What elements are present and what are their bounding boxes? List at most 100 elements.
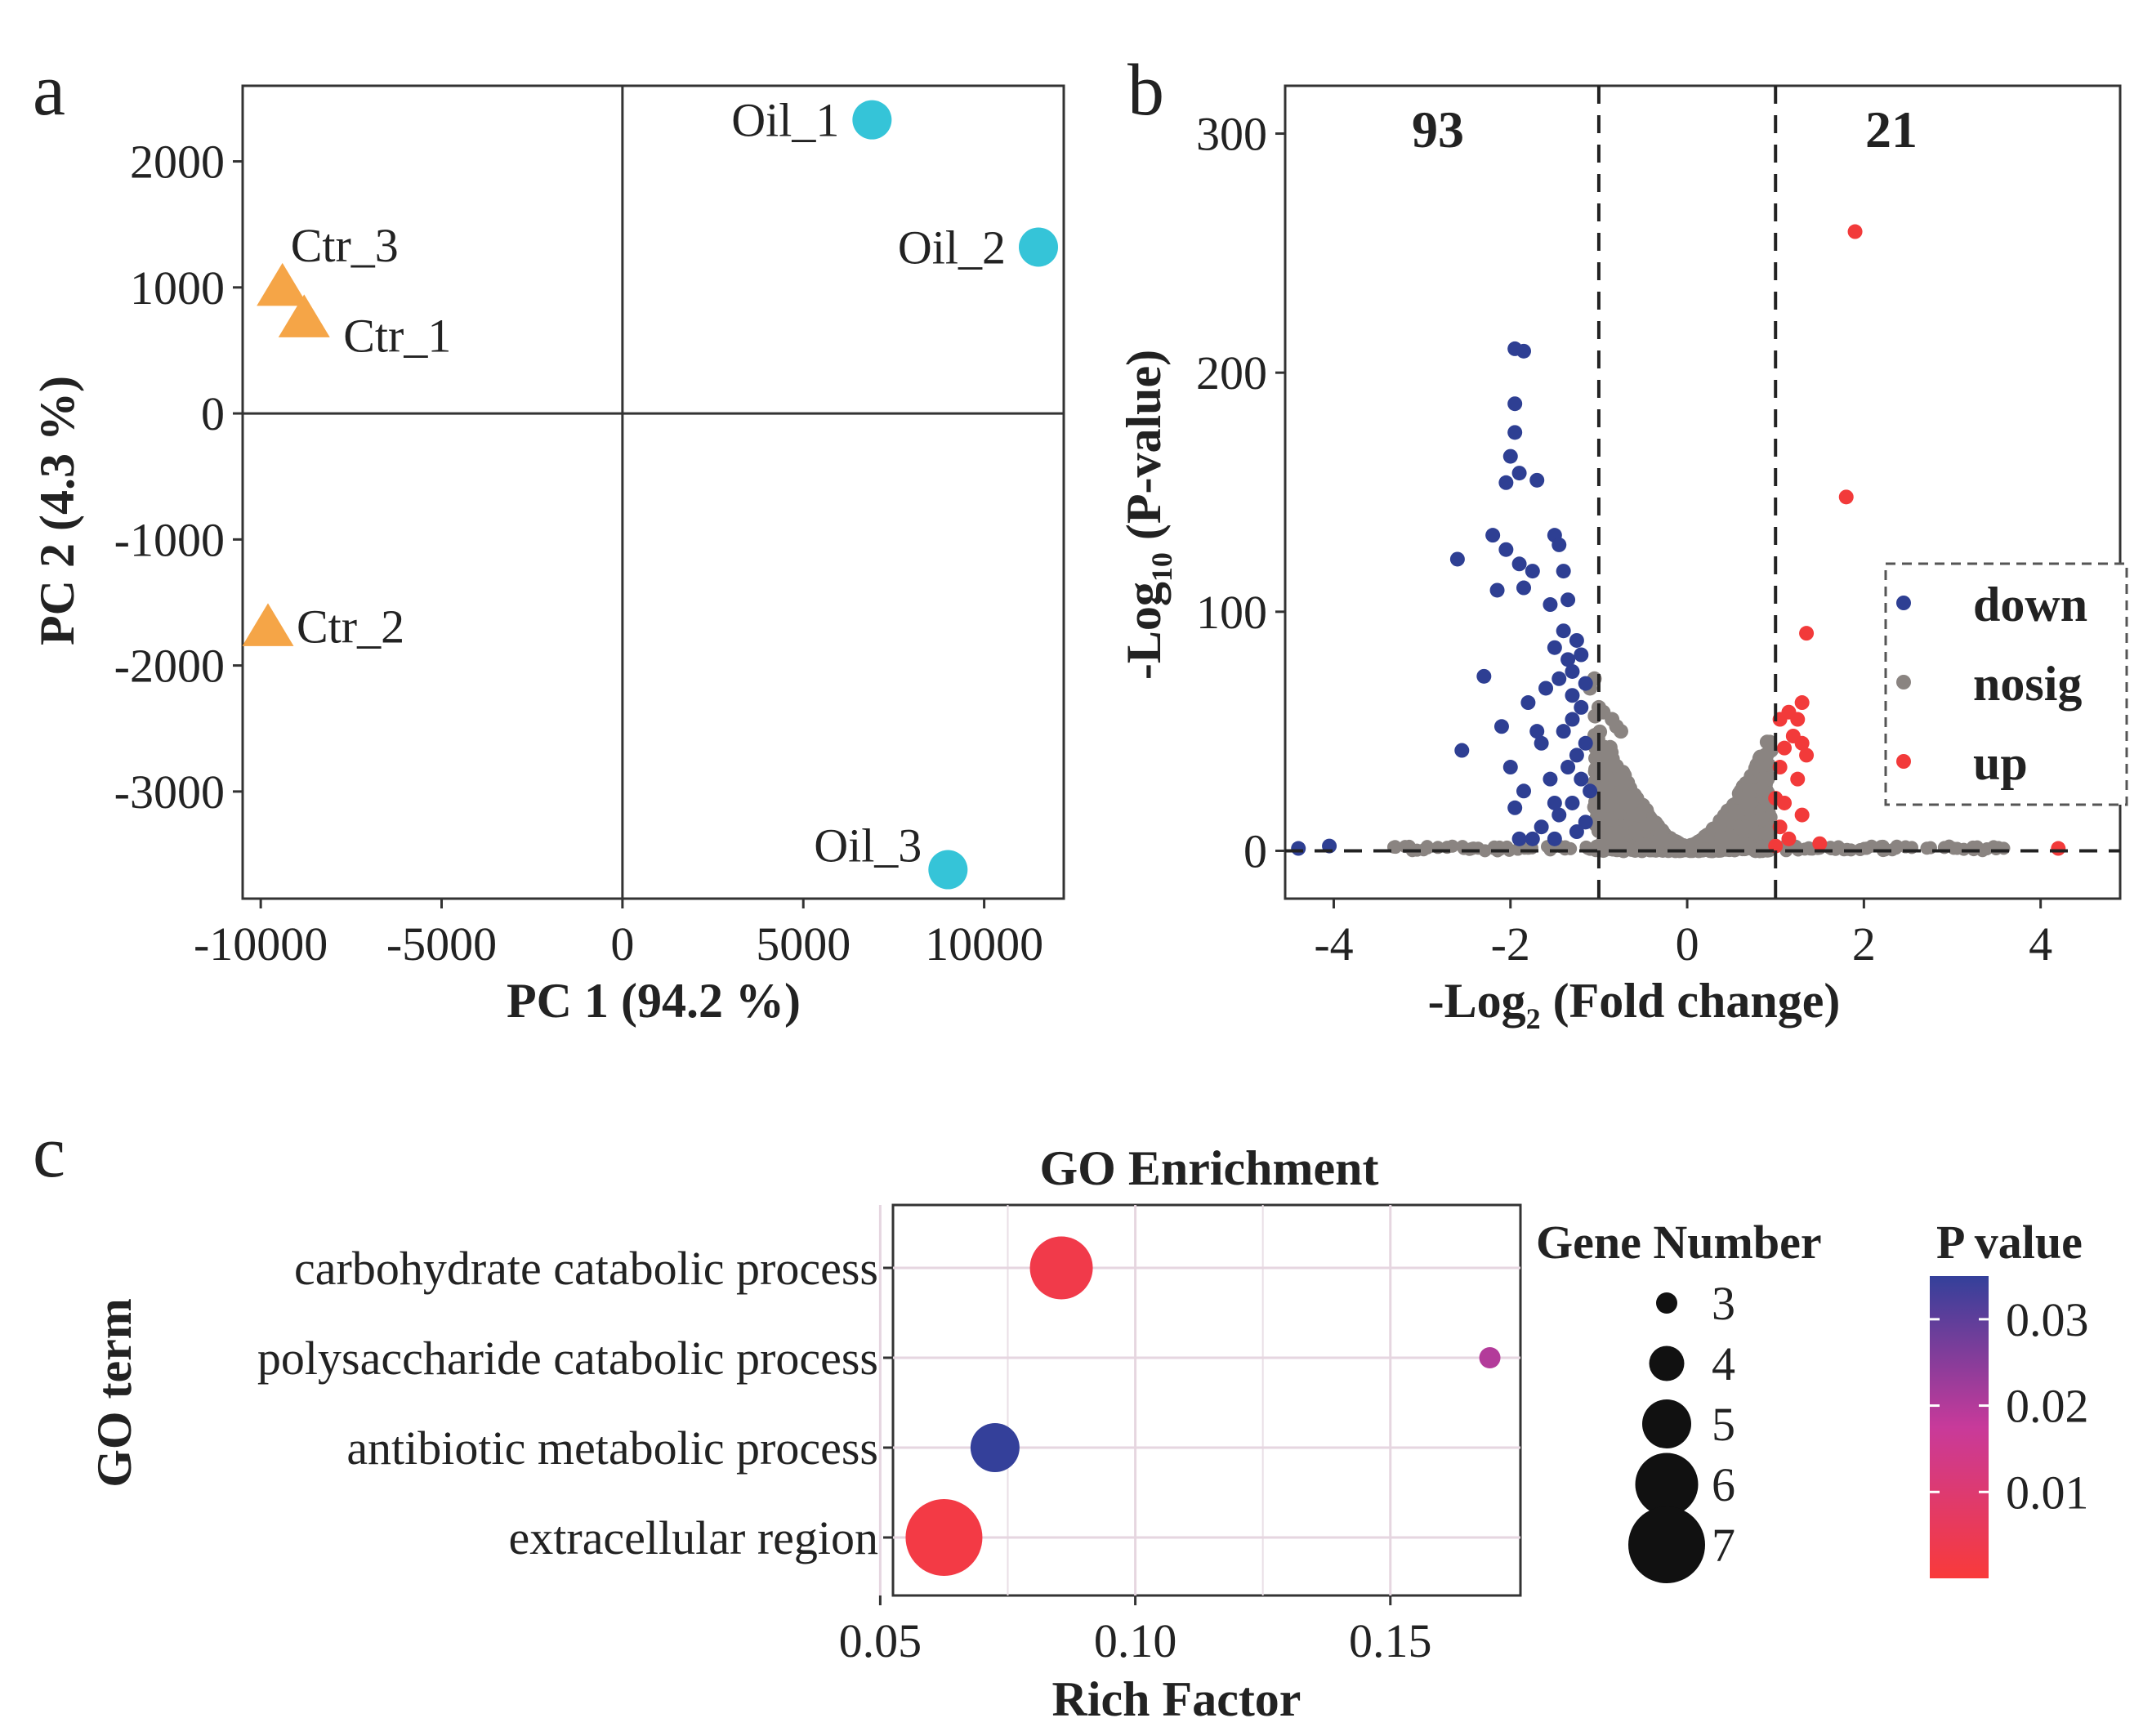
pca-point-label: Ctr_2: [297, 600, 404, 653]
volcano-down-point: [1291, 841, 1306, 856]
volcano-up-point: [1781, 831, 1797, 846]
volcano-nosig-point: [1748, 842, 1762, 856]
go-point: [905, 1499, 983, 1576]
volcano-nosig-point: [1596, 739, 1612, 755]
volcano-nosig-point: [1989, 842, 2003, 856]
volcano-down-point: [1534, 819, 1549, 835]
legend-down-label: down: [1973, 578, 2087, 631]
pca-x-tick-label: -5000: [386, 917, 497, 971]
volcano-down-point: [1454, 743, 1470, 758]
volcano-up-point: [1790, 712, 1806, 727]
p-value-colorbar: [1930, 1276, 1989, 1578]
pca-y-tick-label: 2000: [130, 136, 225, 189]
volcano-down-point: [1556, 564, 1571, 579]
legend-down-marker: [1896, 596, 1911, 610]
volcano-down-point: [1507, 425, 1523, 440]
volcano-down-point: [1507, 800, 1523, 815]
pca-y-tick-label: -3000: [114, 765, 225, 819]
volcano-nosig-point: [1947, 841, 1961, 855]
volcano-nosig-point: [1590, 804, 1605, 819]
volcano-down-point: [1476, 668, 1492, 684]
go-x-tick-label: 0.05: [839, 1614, 922, 1667]
gene-number-legend-dot: [1642, 1399, 1691, 1448]
volcano-nosig-point: [1802, 841, 1815, 855]
pca-point-label: Ctr_3: [291, 219, 399, 272]
p-value-legend-ticks: 0.03 0.02 0.01: [1930, 1293, 2089, 1519]
panel-letter-c: c: [33, 1112, 65, 1193]
go-point: [1479, 1347, 1501, 1368]
go-x-tick-label: 0.15: [1349, 1614, 1432, 1667]
volcano-down-points: [1291, 341, 1598, 856]
volcano-down-point: [1547, 831, 1562, 846]
pca-x-axis-title: PC 1 (94.2 %): [507, 974, 801, 1028]
volcano-nosig-point: [1759, 748, 1775, 763]
volcano-threshold-lines: [1285, 86, 2120, 899]
volcano-down-point: [1543, 771, 1558, 787]
pca-x-ticks: -10000 -5000 0 5000 10000: [194, 899, 1043, 971]
pca-x-tick-label: 0: [610, 917, 634, 971]
pca-y-ticks: -3000 -2000 -1000 0 1000 2000: [114, 136, 243, 819]
volcano-down-point: [1547, 795, 1562, 810]
volcano-down-point: [1574, 771, 1589, 787]
volcano-down-point: [1574, 699, 1589, 715]
volcano-up-count: 21: [1865, 100, 1918, 158]
volcano-up-point: [2051, 841, 2066, 856]
volcano-down-point: [1578, 735, 1593, 751]
volcano-nosig-point: [1388, 840, 1402, 854]
volcano-x-tick-label: -2: [1491, 917, 1530, 971]
go-x-axis-title: Rich Factor: [1052, 1672, 1301, 1726]
volcano-down-point: [1565, 712, 1580, 727]
pca-y-tick-label: -1000: [114, 513, 225, 566]
gene-number-legend-label: 4: [1712, 1337, 1735, 1390]
go-enrichment-chart: GO Enrichment carbohydrate catabolic pro…: [87, 1141, 2089, 1726]
volcano-up-point: [1785, 729, 1801, 743]
volcano-down-point: [1534, 735, 1549, 751]
go-term-label: extracellular region: [509, 1511, 878, 1564]
gene-number-legend: 3 4 5 6 7: [1628, 1277, 1735, 1583]
volcano-x-tick-label: 4: [2029, 917, 2052, 971]
volcano-up-point: [1799, 626, 1815, 641]
volcano-down-point: [1502, 449, 1518, 464]
volcano-down-point: [1543, 597, 1558, 613]
volcano-down-point: [1578, 676, 1593, 691]
volcano-down-point: [1511, 556, 1527, 572]
volcano-y-tick-label: 0: [1243, 824, 1267, 877]
volcano-nosig-point: [1605, 712, 1620, 727]
volcano-down-point: [1498, 475, 1514, 490]
volcano-down-point: [1449, 551, 1465, 567]
volcano-nosig-point: [1761, 825, 1776, 841]
volcano-down-point: [1485, 528, 1501, 543]
pca-points: Ctr_3 Ctr_1 Ctr_2 Oil_1 Oil_2 Oil_3: [242, 94, 1059, 890]
gene-number-legend-dot: [1635, 1453, 1699, 1516]
volcano-down-point: [1583, 783, 1598, 799]
volcano-down-point: [1569, 632, 1584, 648]
volcano-x-tick-label: 0: [1676, 917, 1699, 971]
volcano-down-point: [1502, 760, 1518, 775]
volcano-down-point: [1529, 724, 1545, 739]
volcano-down-point: [1507, 396, 1523, 412]
gene-number-legend-label: 5: [1712, 1398, 1735, 1451]
volcano-down-point: [1547, 640, 1562, 655]
pca-point-ctr: [257, 262, 309, 306]
volcano-legend-box: [1884, 562, 2128, 806]
volcano-nosig-point: [1588, 761, 1604, 777]
volcano-nosig-point: [1728, 804, 1743, 819]
volcano-plot-frame: [1284, 84, 2122, 900]
pca-plot-frame: [241, 84, 1065, 900]
volcano-nosig-point: [1698, 841, 1712, 855]
volcano-down-point: [1516, 343, 1531, 359]
volcano-y-tick-label: 300: [1196, 108, 1267, 161]
go-plot-frame: [891, 1203, 1522, 1597]
volcano-down-point: [1565, 688, 1580, 703]
gene-number-legend-label: 3: [1712, 1277, 1735, 1330]
volcano-up-point: [1799, 748, 1815, 763]
pca-x-tick-label: -10000: [194, 917, 328, 971]
volcano-down-point: [1556, 623, 1571, 639]
go-title: GO Enrichment: [1040, 1141, 1379, 1195]
gene-number-legend-dot: [1628, 1506, 1705, 1583]
volcano-down-point: [1574, 647, 1589, 663]
volcano-down-point: [1551, 537, 1567, 552]
pca-y-tick-label: 0: [201, 387, 225, 440]
volcano-down-point: [1525, 831, 1540, 846]
volcano-nosig-point: [1617, 788, 1632, 804]
